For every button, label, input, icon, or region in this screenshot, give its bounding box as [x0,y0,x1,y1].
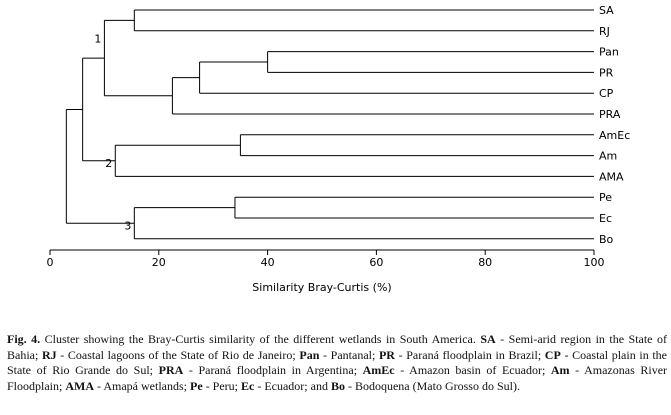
x-tick-label-40: 40 [261,256,275,269]
leaf-label-pan: Pan [599,46,619,59]
x-axis-title: Similarity Bray-Curtis (%) [252,281,391,294]
caption-desc-sa: - Semi-arid region in the State of Bahia… [7,332,667,362]
caption-desc-pe: - Peru; [202,378,241,393]
cluster-label-3: 3 [124,220,131,233]
leaf-label-ec: Ec [599,212,612,225]
caption-abbr-ec: Ec [240,378,255,393]
leaf-label-amec: AmEc [599,129,630,142]
leaf-label-pe: Pe [599,191,612,204]
caption-abbr-am: Am [550,363,570,377]
caption-abbr-bo: Bo [330,378,345,393]
caption-desc-pan: - Pantanal; [319,347,379,362]
caption-abbr-amec: AmEc [362,363,395,377]
caption-desc-pra: - Paraná floodplain in Argentina; [183,363,363,377]
leaf-label-pra: PRA [599,108,621,121]
caption-desc-pr: - Paraná floodplain in Brazil; [394,347,545,362]
caption-abbr-sa: SA [480,332,496,346]
caption-desc-ec: - Ecuador; and [254,378,331,393]
caption-abbr-pe: Pe [190,378,203,393]
caption-desc-cp: - Coastal plain in the State of Rio Gran… [7,347,667,378]
caption-abbr-pr: PR [378,347,395,362]
caption-fig-label: Fig. 4. [7,332,41,346]
caption-desc-rj: - Coastal lagoons of the State of Rio de… [56,347,300,362]
caption-abbr-rj: RJ [41,347,57,362]
caption-desc-amec: - Amazon basin of Ecuador; [394,363,551,377]
dendrogram-branches: 1 2 3 [65,9,594,240]
caption-abbr-cp: CP [544,347,561,362]
caption-intro: Cluster showing the Bray-Curtis similari… [40,332,481,346]
leaf-label-sa: SA [599,4,614,17]
caption-desc-bo: - Bodoquena (Mato Grosso do Sul). [344,378,520,393]
caption-legend-items: SA - Semi-arid region in the State of Ba… [7,332,667,393]
dendrogram-chart: 1 2 3 SA RJ Pan PR CP PRA AmEc Am AMA Pe Ec Bo 0 20 40 6… [47,4,631,294]
x-tick-label-80: 80 [478,256,492,269]
x-tick-label-60: 60 [369,256,383,269]
leaf-labels: SA RJ Pan PR CP PRA AmEc Am AMA Pe Ec Bo [599,4,630,246]
leaf-label-am: Am [599,150,617,163]
leaf-label-rj: RJ [599,25,610,38]
x-tick-label-0: 0 [47,256,54,269]
caption-abbr-ama: AMA [65,378,95,393]
cluster-label-1: 1 [94,32,101,45]
caption-desc-am: - Amazonas River Floodplain; [7,363,668,393]
leaf-label-ama: AMA [599,170,624,183]
cluster-label-2: 2 [105,157,112,170]
x-tick-label-20: 20 [152,256,166,269]
leaf-label-pr: PR [599,66,614,79]
leaf-label-bo: Bo [599,233,614,246]
caption-desc-ama: - Amapá wetlands; [94,378,190,393]
leaf-label-cp: CP [599,87,614,100]
caption-abbr-pan: Pan [299,347,320,362]
x-axis: 0 20 40 60 80 100 [47,249,605,269]
figure-caption: Fig. 4. Cluster showing the Bray-Curtis … [7,332,667,394]
x-tick-label-100: 100 [584,256,605,269]
caption-abbr-pra: PRA [158,363,184,377]
